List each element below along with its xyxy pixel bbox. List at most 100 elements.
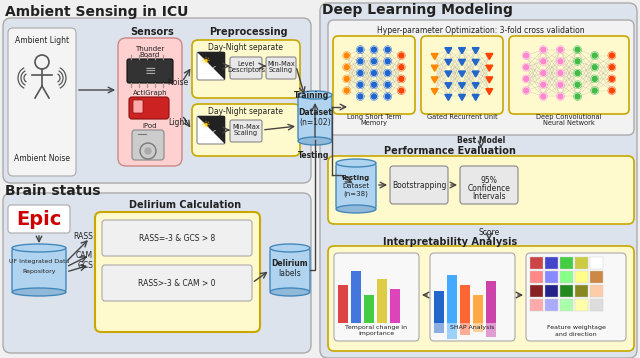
Text: Delirium Calculation: Delirium Calculation — [129, 200, 241, 210]
FancyBboxPatch shape — [8, 28, 76, 176]
FancyBboxPatch shape — [95, 212, 260, 332]
FancyBboxPatch shape — [230, 120, 262, 142]
Text: Ambient Light: Ambient Light — [15, 35, 69, 44]
Text: (n=38): (n=38) — [344, 191, 369, 197]
Bar — [364, 295, 374, 323]
Ellipse shape — [298, 91, 332, 99]
Bar — [434, 323, 444, 333]
FancyBboxPatch shape — [390, 166, 448, 204]
Text: Min-Max: Min-Max — [267, 61, 295, 67]
Bar — [590, 271, 603, 283]
Circle shape — [343, 64, 350, 71]
Text: 95%: 95% — [481, 175, 497, 184]
Bar — [447, 275, 457, 323]
FancyBboxPatch shape — [328, 20, 634, 135]
Bar — [473, 295, 483, 323]
Text: Thunder: Thunder — [136, 46, 164, 52]
Circle shape — [145, 148, 151, 154]
Circle shape — [384, 58, 391, 65]
FancyBboxPatch shape — [334, 253, 419, 341]
Text: Ambient Sensing in ICU: Ambient Sensing in ICU — [5, 5, 188, 19]
Circle shape — [591, 52, 598, 59]
Text: Deep Convolutional: Deep Convolutional — [536, 114, 602, 120]
Bar — [590, 257, 603, 269]
Text: GCS: GCS — [77, 261, 93, 270]
Bar — [530, 271, 543, 283]
Text: Noise: Noise — [167, 77, 188, 87]
Text: Day-Night separate: Day-Night separate — [209, 43, 284, 52]
Text: Min-Max: Min-Max — [232, 124, 260, 130]
Text: Scaling: Scaling — [234, 130, 258, 136]
Ellipse shape — [12, 288, 66, 296]
Circle shape — [540, 69, 547, 77]
FancyBboxPatch shape — [192, 40, 300, 98]
FancyBboxPatch shape — [192, 104, 300, 156]
Circle shape — [609, 87, 615, 94]
Text: RASS=-3 & GCS > 8: RASS=-3 & GCS > 8 — [139, 233, 215, 242]
Text: Day-Night separate: Day-Night separate — [209, 106, 284, 116]
Text: UF Integrated Data: UF Integrated Data — [9, 260, 69, 265]
FancyBboxPatch shape — [197, 116, 225, 144]
Circle shape — [523, 87, 530, 94]
Text: Temporal change in: Temporal change in — [345, 324, 407, 329]
Bar — [575, 285, 588, 297]
Circle shape — [398, 87, 405, 94]
Circle shape — [574, 46, 581, 53]
Circle shape — [398, 76, 405, 82]
FancyBboxPatch shape — [118, 38, 182, 166]
Text: ☀: ☀ — [200, 121, 210, 131]
Text: Interpretability Analysis: Interpretability Analysis — [383, 237, 517, 247]
FancyBboxPatch shape — [197, 52, 225, 80]
Circle shape — [540, 93, 547, 100]
Bar — [486, 281, 496, 323]
Circle shape — [574, 81, 581, 88]
Circle shape — [523, 76, 530, 82]
Circle shape — [557, 81, 564, 88]
FancyBboxPatch shape — [12, 248, 66, 292]
Circle shape — [591, 76, 598, 82]
Bar — [560, 257, 573, 269]
Circle shape — [609, 64, 615, 71]
Text: labels: labels — [278, 268, 301, 277]
FancyBboxPatch shape — [132, 130, 164, 160]
Ellipse shape — [270, 288, 310, 296]
Bar — [338, 285, 348, 323]
Polygon shape — [197, 116, 225, 144]
Text: Light: Light — [168, 117, 188, 126]
Text: Testing: Testing — [341, 175, 371, 181]
Text: ☾: ☾ — [211, 66, 220, 76]
Circle shape — [371, 93, 378, 100]
Ellipse shape — [270, 244, 310, 252]
Bar — [447, 323, 457, 339]
Bar — [530, 299, 543, 311]
Bar — [590, 285, 603, 297]
Text: iPod: iPod — [143, 123, 157, 129]
Bar — [545, 299, 558, 311]
Bar — [460, 285, 470, 323]
FancyBboxPatch shape — [133, 100, 143, 113]
Text: Descriptors: Descriptors — [227, 67, 265, 73]
Circle shape — [357, 46, 364, 53]
FancyBboxPatch shape — [430, 253, 515, 341]
Circle shape — [574, 69, 581, 77]
Circle shape — [343, 52, 350, 59]
Text: Ambient Noise: Ambient Noise — [14, 154, 70, 163]
Circle shape — [609, 52, 615, 59]
Text: Neural Network: Neural Network — [543, 120, 595, 126]
Text: Testing: Testing — [298, 150, 329, 160]
Circle shape — [371, 58, 378, 65]
Bar — [390, 289, 400, 323]
Bar — [560, 271, 573, 283]
Ellipse shape — [336, 159, 376, 167]
Circle shape — [557, 58, 564, 65]
Circle shape — [357, 58, 364, 65]
Bar — [530, 285, 543, 297]
Text: Long Short Term: Long Short Term — [347, 114, 401, 120]
Text: Board: Board — [140, 52, 160, 58]
Text: ☾: ☾ — [211, 130, 220, 140]
Circle shape — [540, 58, 547, 65]
Text: Epic: Epic — [16, 209, 61, 228]
FancyBboxPatch shape — [3, 193, 311, 353]
Text: Intervals: Intervals — [472, 192, 506, 200]
Circle shape — [540, 46, 547, 53]
